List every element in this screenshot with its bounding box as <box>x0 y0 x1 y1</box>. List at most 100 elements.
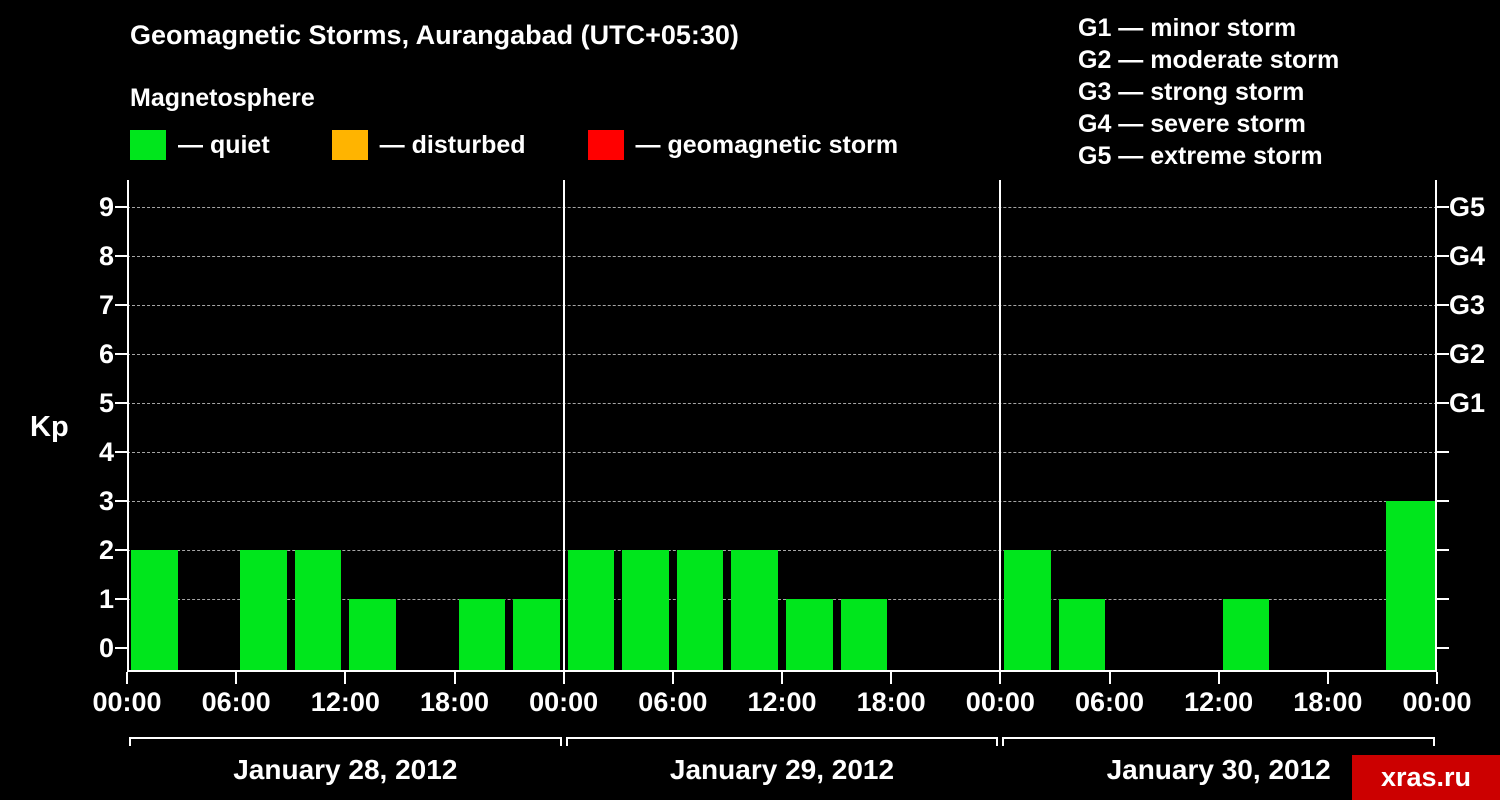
day-date-label: January 30, 2012 <box>1106 754 1331 785</box>
x-tick-label: 18:00 <box>856 687 926 717</box>
y-tick-label: 4 <box>98 436 114 467</box>
x-tick-mark <box>1436 672 1438 684</box>
day-date-label: January 29, 2012 <box>669 754 895 785</box>
watermark-badge: xras.ru <box>1352 755 1500 800</box>
kp-bar <box>840 598 888 672</box>
chart-title: Geomagnetic Storms, Aurangabad (UTC+05:3… <box>130 20 739 50</box>
plot-area <box>127 180 1437 672</box>
x-tick-label: 06:00 <box>638 687 708 717</box>
y-tick-mark <box>115 499 127 502</box>
legend-item-label: — quiet <box>178 130 270 159</box>
g-scale-line: G1 — minor storm <box>1078 14 1297 42</box>
x-tick-mark <box>781 672 783 684</box>
right-tick-mark <box>1437 548 1449 551</box>
right-tick-mark <box>1437 254 1449 257</box>
kp-bar <box>567 549 615 672</box>
gridline <box>127 598 1437 600</box>
x-tick-mark <box>1326 672 1329 684</box>
kp-bar <box>676 549 724 672</box>
x-tick-mark <box>235 672 238 684</box>
g-scale-line: G3 — strong storm <box>1078 78 1305 106</box>
right-tick-mark <box>1437 352 1449 355</box>
y-tick-mark <box>115 450 127 453</box>
y-tick-label: 3 <box>98 485 114 516</box>
g-scale-line: G4 — severe storm <box>1078 110 1306 138</box>
x-tick-label: 06:00 <box>1074 687 1145 717</box>
g-scale-legend: G1 — minor storm G2 — moderate storm G3 — … <box>1078 12 1339 172</box>
kp-bar <box>1004 549 1051 672</box>
right-tick-mark <box>1437 450 1449 453</box>
right-tick-mark <box>1437 499 1449 502</box>
g-tick-label: G5 <box>1449 191 1486 222</box>
kp-legend: — quiet — disturbed — geomagnetic storm <box>130 130 898 160</box>
right-tick-mark <box>1437 597 1449 600</box>
g-tick-label: G2 <box>1449 338 1486 369</box>
y-tick-label: 9 <box>98 191 114 222</box>
legend-item-quiet: — quiet <box>130 130 270 160</box>
x-tick-label: 06:00 <box>201 687 271 717</box>
y-tick-label: 1 <box>98 583 114 614</box>
kp-bar <box>131 549 178 672</box>
kp-bar <box>786 598 833 672</box>
disturbed-swatch <box>331 130 368 160</box>
y-tick-label: 2 <box>98 534 114 565</box>
y-tick-mark <box>115 401 127 404</box>
y-tick-mark <box>115 205 127 208</box>
x-tick-mark <box>344 672 347 684</box>
x-tick-label: 00:00 <box>1402 687 1472 717</box>
day-bracket <box>129 737 562 746</box>
gridline <box>127 353 1437 355</box>
g-tick-label: G3 <box>1449 289 1486 320</box>
kp-bar <box>1222 598 1270 672</box>
legend-item-disturbed: — disturbed <box>331 130 526 160</box>
x-tick-label: 12:00 <box>310 687 380 717</box>
g-scale-line: G2 — moderate storm <box>1078 46 1340 74</box>
chart-subtitle: Magnetosphere <box>130 84 315 112</box>
day-bracket <box>565 737 999 746</box>
x-tick-mark <box>890 672 893 684</box>
right-tick-mark <box>1437 646 1449 649</box>
y-tick-label: 8 <box>98 240 114 271</box>
kp-bar <box>622 549 669 672</box>
kp-bar <box>294 549 342 672</box>
kp-bar <box>1058 598 1106 672</box>
y-tick-mark <box>115 597 127 600</box>
x-tick-mark <box>1217 672 1220 684</box>
y-tick-mark <box>115 254 127 257</box>
gridline <box>127 549 1437 551</box>
kp-bar <box>240 549 287 672</box>
right-tick-mark <box>1437 303 1449 306</box>
right-axis-line <box>1435 180 1437 672</box>
storm-swatch <box>587 130 624 160</box>
day-date-label: January 28, 2012 <box>233 754 458 785</box>
x-tick-mark <box>126 672 128 684</box>
x-tick-mark <box>671 672 674 684</box>
y-tick-mark <box>115 646 127 649</box>
x-tick-label: 00:00 <box>529 687 599 717</box>
y-tick-label: 7 <box>98 289 114 320</box>
gridline <box>127 402 1437 404</box>
y-tick-mark <box>115 352 127 355</box>
kp-bar <box>513 598 560 672</box>
x-tick-mark <box>999 672 1002 684</box>
y-tick-mark <box>115 303 127 306</box>
quiet-swatch <box>130 130 166 160</box>
x-tick-mark <box>1108 672 1111 684</box>
y-axis-title: Kp <box>30 411 69 443</box>
kp-bar <box>458 598 506 672</box>
right-tick-mark <box>1437 401 1449 404</box>
gridline <box>127 255 1437 257</box>
y-tick-label: 5 <box>98 387 114 418</box>
legend-item-storm: — geomagnetic storm <box>587 130 898 160</box>
gridline <box>127 304 1437 306</box>
x-tick-label: 18:00 <box>419 687 490 717</box>
gridline <box>127 500 1437 502</box>
gridline <box>127 206 1437 208</box>
x-tick-label: 00:00 <box>965 687 1035 717</box>
day-separator-line <box>999 180 1002 672</box>
g-scale-line: G5 — extreme storm <box>1078 142 1323 170</box>
g-tick-label: G1 <box>1449 387 1486 418</box>
kp-bar <box>349 598 396 672</box>
legend-item-label: — disturbed <box>379 130 526 159</box>
